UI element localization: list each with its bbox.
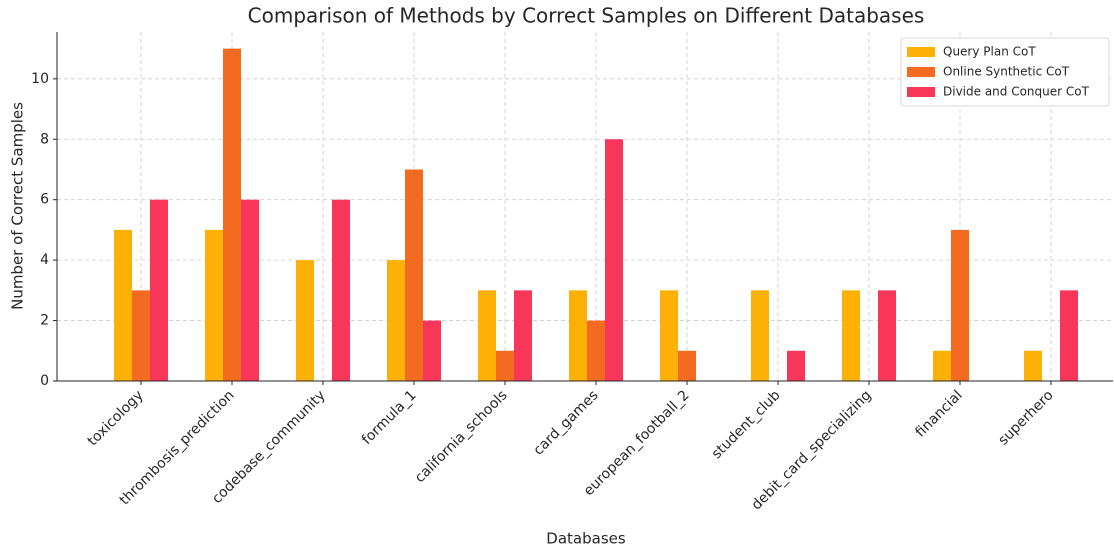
y-tick-label: 6 xyxy=(40,192,49,208)
bar xyxy=(1024,350,1042,381)
y-tick-label: 0 xyxy=(40,373,49,389)
x-tick-label: financial xyxy=(912,387,965,440)
y-tick-label: 2 xyxy=(40,313,49,329)
bar xyxy=(951,229,969,381)
bar xyxy=(660,290,678,381)
bar xyxy=(751,290,769,381)
x-tick-label: card_games xyxy=(530,387,601,458)
y-tick-label: 10 xyxy=(31,71,49,87)
legend-swatch xyxy=(907,67,935,77)
x-tick-label: toxicology xyxy=(85,387,147,449)
legend-label: Query Plan CoT xyxy=(943,45,1036,59)
y-tick-label: 4 xyxy=(40,252,49,268)
bar xyxy=(787,350,805,381)
bar xyxy=(933,350,951,381)
x-tick-label: california_schools xyxy=(412,387,511,486)
tick-labels: 0246810toxicologythrombosis_predictionco… xyxy=(31,71,1056,514)
bar xyxy=(423,320,441,381)
x-tick-label: european_football_2 xyxy=(581,387,693,499)
bar xyxy=(114,229,132,381)
bar xyxy=(514,290,532,381)
bar xyxy=(387,260,405,381)
x-tick-label: formula_1 xyxy=(359,387,420,448)
bar xyxy=(332,199,350,381)
legend-swatch xyxy=(907,47,935,57)
legend-box xyxy=(900,37,1110,107)
bar xyxy=(1060,290,1078,381)
x-axis-label: Databases xyxy=(546,530,626,548)
bar xyxy=(569,290,587,381)
bar xyxy=(241,199,259,381)
x-tick-label: superhero xyxy=(995,387,1056,448)
legend-label: Online Synthetic CoT xyxy=(943,65,1070,79)
bar xyxy=(132,290,150,381)
x-tick-label: student_club xyxy=(709,387,784,462)
y-axis-label: Number of Correct Samples xyxy=(9,102,27,310)
legend-label: Divide and Conquer CoT xyxy=(943,85,1090,99)
bars xyxy=(114,48,1078,381)
bar xyxy=(605,139,623,381)
bar xyxy=(205,229,223,381)
bar xyxy=(405,169,423,381)
bar xyxy=(223,48,241,381)
bar xyxy=(296,260,314,381)
bar xyxy=(496,350,514,381)
axes xyxy=(56,32,1113,382)
legend-swatch xyxy=(907,87,935,97)
chart-title: Comparison of Methods by Correct Samples… xyxy=(248,4,925,28)
bar xyxy=(587,320,605,381)
bar xyxy=(842,290,860,381)
bar xyxy=(878,290,896,381)
bar xyxy=(150,199,168,381)
bar xyxy=(478,290,496,381)
bar xyxy=(678,350,696,381)
legend: Query Plan CoT Online Synthetic CoT Divide… xyxy=(900,37,1110,107)
y-tick-label: 8 xyxy=(40,131,49,147)
